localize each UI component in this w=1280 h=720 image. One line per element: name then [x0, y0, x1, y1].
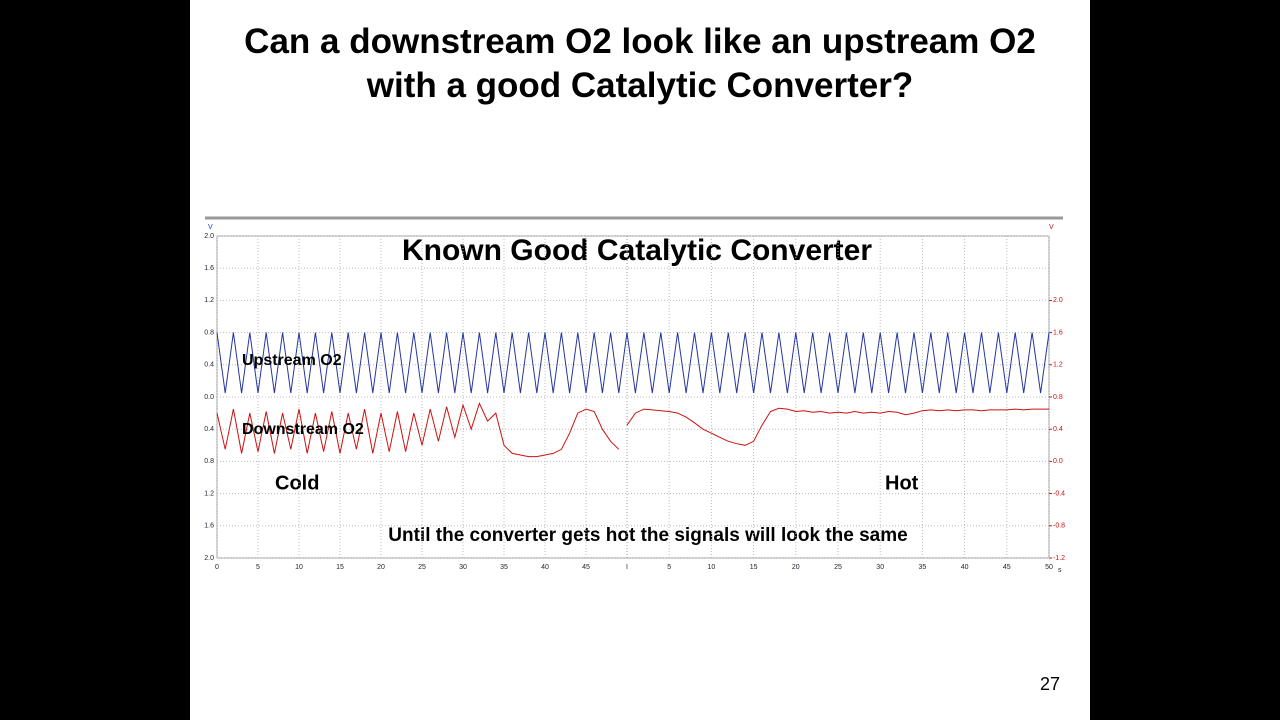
annotation: Cold	[275, 472, 319, 494]
y2-tick-label: 2.0	[1053, 297, 1063, 304]
x-tick-label: 20	[792, 564, 800, 571]
y-tick-label: 0.8	[204, 458, 214, 465]
y-unit: V	[208, 224, 213, 231]
y2-tick-label: 1.6	[1053, 329, 1063, 336]
x-tick-label: 30	[459, 564, 467, 571]
data-line	[626, 332, 1050, 394]
y-tick-label: 0.4	[204, 426, 214, 433]
y-tick-label: 0.4	[204, 362, 214, 369]
y2-tick-label: -1.2	[1053, 555, 1065, 562]
x-tick-label: 15	[750, 564, 758, 571]
y-tick-label: 1.6	[204, 523, 214, 530]
x-tick-label: 20	[377, 564, 385, 571]
x-tick-label: 15	[336, 564, 344, 571]
x-tick-label: 5	[667, 564, 671, 571]
y-tick-label: 1.6	[204, 265, 214, 272]
y-tick-label: 0.8	[204, 329, 214, 336]
chart-title: Known Good Catalytic Converter	[402, 234, 872, 267]
plot-area	[216, 235, 1050, 559]
x-tick-label: 45	[582, 564, 590, 571]
x-tick-label: 0	[215, 564, 219, 571]
y2-tick-label: 0.0	[1053, 458, 1063, 465]
y-tick-label: 1.2	[204, 297, 214, 304]
x-tick-label: 40	[961, 564, 969, 571]
y-tick-label: 2.0	[204, 233, 214, 240]
page-number: 27	[1040, 674, 1061, 694]
series-label: Upstream O2	[242, 352, 342, 369]
y2-tick-label: 1.2	[1053, 362, 1063, 369]
data-line	[216, 402, 620, 458]
annotation: Hot	[885, 472, 919, 494]
data-line	[216, 332, 628, 394]
y2-tick-label: -0.8	[1053, 523, 1065, 530]
x-tick-label: 40	[541, 564, 549, 571]
x-tick-label: 35	[919, 564, 927, 571]
y-tick-label: 0.0	[204, 394, 214, 401]
x-tick-label: 25	[418, 564, 426, 571]
x-tick-label: 10	[295, 564, 303, 571]
x-tick-label: 50	[1045, 564, 1053, 571]
x-tick-label: 10	[708, 564, 716, 571]
slide-title: Can a downstream O2 look like an upstrea…	[244, 22, 1036, 105]
data-line	[626, 407, 1049, 446]
y2-tick-label: 0.4	[1053, 426, 1063, 433]
x-tick-label: 35	[500, 564, 508, 571]
x-unit: s	[1058, 567, 1062, 574]
y2-tick-label: 0.8	[1053, 394, 1063, 401]
chart-subtitle: Until the converter gets hot the signals…	[388, 525, 907, 546]
y-tick-label: 2.0	[204, 555, 214, 562]
x-tick-label: 45	[1003, 564, 1011, 571]
x-tick-label: 25	[834, 564, 842, 571]
x-tick-label: 30	[876, 564, 884, 571]
sweep-marker: I	[626, 564, 628, 571]
y-tick-label: 1.2	[204, 490, 214, 497]
x-tick-label: 5	[256, 564, 260, 571]
series-label: Downstream O2	[242, 421, 364, 438]
y2-unit: V	[1049, 224, 1054, 231]
y2-tick-label: -0.4	[1053, 490, 1065, 497]
